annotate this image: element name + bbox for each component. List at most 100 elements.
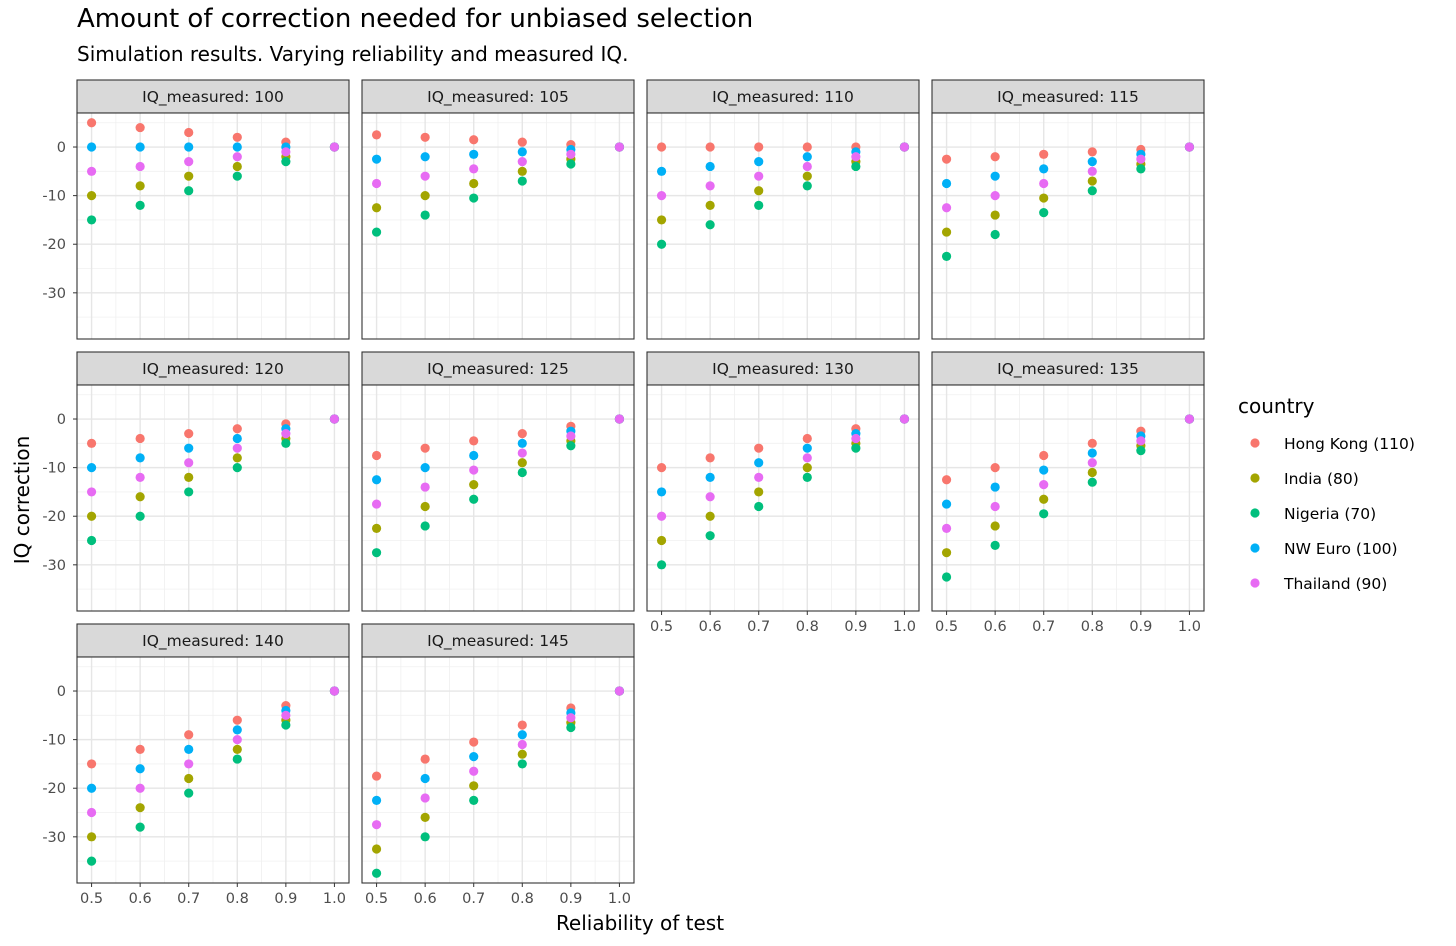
data-point — [517, 749, 527, 759]
facet-panel: IQ_measured: 130 0.5 0.6 0.7 0.8 0.9 1.0 — [646, 351, 920, 635]
data-point — [754, 501, 764, 512]
data-point — [1087, 186, 1097, 196]
x-tick-label: 0.6 — [699, 619, 722, 635]
legend-key — [1250, 578, 1260, 588]
data-point — [656, 535, 667, 546]
data-point — [1039, 480, 1049, 490]
data-point — [656, 191, 667, 201]
data-point — [86, 832, 97, 842]
facet-panel: IQ_measured: 110 — [646, 79, 920, 340]
data-point — [232, 453, 242, 463]
x-tick-label: 0.9 — [274, 891, 297, 907]
data-point — [990, 482, 1000, 492]
data-point — [656, 487, 667, 497]
data-point — [86, 511, 97, 521]
data-point — [517, 739, 527, 750]
data-point — [517, 137, 527, 147]
data-point — [135, 492, 145, 502]
data-point — [232, 152, 242, 162]
data-point — [420, 521, 430, 531]
data-point — [1087, 448, 1097, 458]
legend-key — [1250, 438, 1260, 448]
data-point — [517, 467, 527, 478]
facet-panel: IQ_measured: 140 0 -10 -20 -30 0.5 0.6 0.7 0.8 0.… — [42, 623, 350, 907]
data-point — [517, 147, 527, 157]
data-point — [184, 443, 194, 453]
data-point — [420, 463, 430, 473]
data-point — [1039, 193, 1049, 203]
data-point — [941, 251, 952, 261]
facet-panel: IQ_measured: 125 — [361, 351, 635, 612]
data-point — [802, 433, 812, 444]
facet-strip — [361, 351, 635, 386]
data-point — [517, 166, 527, 176]
data-point — [802, 171, 812, 181]
data-point — [184, 759, 194, 769]
data-point — [86, 535, 97, 546]
facet-panel: IQ_measured: 135 0.5 0.6 0.7 0.8 0.9 1.0 — [931, 351, 1205, 635]
data-point — [232, 744, 242, 754]
y-tick-label: -20 — [42, 781, 66, 797]
data-point — [941, 572, 952, 582]
data-point — [517, 438, 527, 448]
data-point — [1039, 208, 1049, 218]
facet-strip-label: IQ_measured: 115 — [997, 88, 1139, 107]
data-point — [1039, 164, 1049, 174]
data-point — [705, 531, 715, 541]
data-point — [184, 744, 194, 754]
data-point — [469, 752, 479, 762]
data-point — [941, 154, 952, 164]
data-point — [899, 142, 910, 152]
data-point — [469, 178, 479, 189]
data-point — [1136, 436, 1146, 446]
data-point — [705, 492, 715, 502]
data-point — [802, 142, 812, 152]
facet-strip-label: IQ_measured: 140 — [142, 632, 284, 651]
data-point — [281, 720, 291, 730]
data-point — [1184, 142, 1195, 152]
data-point — [420, 152, 430, 162]
panel-border — [361, 112, 635, 340]
x-tick-label: 0.9 — [844, 619, 867, 635]
data-point — [1087, 157, 1097, 167]
legend-item: Thailand (90) — [1250, 575, 1387, 593]
data-point — [941, 475, 952, 485]
data-point — [1039, 494, 1049, 504]
data-point — [566, 159, 576, 169]
panel-border — [646, 112, 920, 340]
data-point — [86, 807, 97, 818]
data-point — [420, 501, 430, 512]
data-point — [517, 157, 527, 167]
data-point — [1087, 458, 1097, 468]
legend-key — [1250, 543, 1260, 553]
data-point — [656, 142, 667, 152]
x-tick-label: 1.0 — [893, 619, 916, 635]
data-point — [990, 229, 1000, 240]
data-point — [1039, 509, 1049, 519]
data-point — [469, 465, 479, 475]
data-point — [517, 730, 527, 740]
x-tick-label: 0.7 — [462, 891, 485, 907]
x-tick-label: 0.5 — [935, 619, 958, 635]
y-tick-label: -10 — [42, 461, 66, 477]
data-point — [1087, 147, 1097, 157]
data-point — [469, 480, 479, 490]
data-point — [420, 191, 430, 201]
data-point — [705, 472, 715, 482]
facet-strip-label: IQ_measured: 120 — [142, 360, 284, 379]
data-point — [232, 132, 242, 142]
data-point — [566, 722, 576, 733]
data-point — [232, 735, 242, 745]
facet-strip — [931, 351, 1205, 386]
data-point — [705, 453, 715, 463]
data-point — [135, 511, 145, 521]
x-tick-label: 0.8 — [796, 619, 819, 635]
data-point — [86, 438, 97, 448]
data-point — [705, 161, 715, 172]
data-point — [184, 429, 194, 439]
data-point — [754, 171, 764, 181]
data-point — [851, 433, 861, 444]
x-tick-label: 1.0 — [1178, 619, 1201, 635]
